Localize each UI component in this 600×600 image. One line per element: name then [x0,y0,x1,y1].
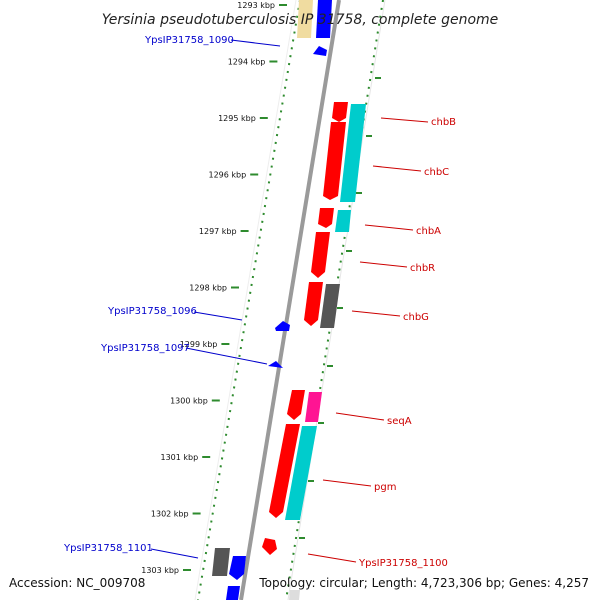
tick-marks: 1293 kbp 1294 kbp 1295 kbp 1296 kbp 1297 kbp… [141,1,287,575]
gene-callout[interactable]: chbG [351,310,429,323]
gene-callout[interactable]: YpsIP31758_1100 [307,553,448,569]
scale-tick-label: 1297 kbp [199,227,237,236]
scale-tick-label: 1294 kbp [228,58,266,67]
gene-labels: YpsIP31758_1090 chbB chbC chbA chbR chbG YpsIP… [63,35,456,569]
scale-tick-label: 1296 kbp [208,171,246,180]
scale-tick: 1302 kbp [151,510,201,519]
gene-callout[interactable]: YpsIP31758_1090 [144,35,281,47]
gene-callout[interactable]: YpsIP31758_1096 [107,306,243,321]
gene-label[interactable]: chbR [410,263,435,274]
feature-1101 [229,556,246,580]
feature-chbC-red [323,122,346,200]
topology-text: Topology: circular; Length: 4,723,306 bp… [258,576,589,590]
gene-label[interactable]: YpsIP31758_1097 [100,343,190,354]
gene-leader-line [364,224,414,231]
feature-chbG-red [304,282,323,326]
feature-chbR [311,232,330,278]
gene-label[interactable]: YpsIP31758_1101 [63,543,153,554]
gene-leader-line [372,165,422,172]
feature-1100 [262,538,277,555]
scale-tick: 1299 kbp [180,340,230,349]
genome-backbone [239,0,341,600]
gene-label[interactable]: chbC [424,167,449,178]
gene-leader-line [351,310,401,317]
gene-callout[interactable]: YpsIP31758_1097 [100,343,268,365]
gene-label[interactable]: pgm [374,482,396,493]
gene-label[interactable]: chbG [403,312,429,323]
gene-leader-line [150,548,199,559]
feature-chbB [332,102,348,122]
gene-label[interactable]: chbB [431,117,456,128]
feature-blue-top [316,0,332,38]
gene-leader-line [307,553,357,563]
gene-callout[interactable]: chbC [372,165,449,178]
feature-yellow-top [297,0,313,38]
scale-tick-label: 1303 kbp [141,566,179,575]
feature-1097 [268,361,283,368]
gene-leader-line [230,39,281,47]
gene-callout[interactable]: seqA [335,412,412,427]
outer-ticks [299,77,381,539]
scale-tick: 1297 kbp [199,227,249,236]
gene-leader-line [359,261,408,268]
feature-seqA-red [287,390,305,420]
gene-leader-line [335,412,385,421]
scale-tick: 1298 kbp [189,284,239,293]
feature-pgm-cyan [285,426,317,520]
gene-label[interactable]: seqA [387,416,412,427]
feature-cyan-1 [340,104,366,202]
scale-tick-label: 1302 kbp [151,510,189,519]
gene-label[interactable]: YpsIP31758_1100 [358,558,448,569]
feature-chbA-red [318,208,334,228]
feature-chbA-cyan [335,210,351,232]
gene-callout[interactable]: pgm [322,479,396,493]
inner-dotted-line [197,0,301,600]
scale-tick: 1303 kbp [141,566,191,575]
scale-tick: 1296 kbp [208,171,259,180]
scale-tick: 1293 kbp [237,1,287,10]
gene-leader-line [185,347,268,365]
accession-text: Accession: NC_009708 [9,576,145,590]
gene-callout[interactable]: YpsIP31758_1101 [63,543,199,559]
gene-label[interactable]: YpsIP31758_1096 [107,306,197,317]
feature-gray-light-bottom [289,590,300,600]
scale-tick-label: 1301 kbp [160,453,198,462]
scale-tick: 1301 kbp [160,453,211,462]
gene-leader-line [193,311,243,321]
scale-tick: 1294 kbp [228,58,278,67]
scale-tick: 1295 kbp [218,114,268,123]
gene-callout[interactable]: chbR [359,261,435,274]
gene-label[interactable]: chbA [416,226,441,237]
feature-gray-bottom [212,548,230,576]
gene-callout[interactable]: chbB [380,117,456,128]
feature-blue-bottom [226,586,240,600]
gene-leader-line [380,117,429,123]
feature-chbG-gray [320,284,340,328]
scale-tick: 1300 kbp [170,397,220,406]
feature-pgm-red [269,424,300,518]
map-title: Yersinia pseudotuberculosis IP 31758, co… [102,12,499,28]
feature-seqA-magenta [305,392,322,422]
scale-tick-label: 1295 kbp [218,114,256,123]
gene-callout[interactable]: chbA [364,224,441,237]
gene-label[interactable]: YpsIP31758_1090 [144,35,234,46]
gene-leader-line [322,479,372,487]
feature-1090-arrow [313,46,327,56]
track-edge-inner [194,0,297,600]
feature-1096 [275,321,290,331]
scale-tick-label: 1298 kbp [189,284,227,293]
scale-tick-label: 1300 kbp [170,397,208,406]
scale-tick-label: 1299 kbp [180,340,218,349]
scale-tick-label: 1293 kbp [237,1,275,10]
